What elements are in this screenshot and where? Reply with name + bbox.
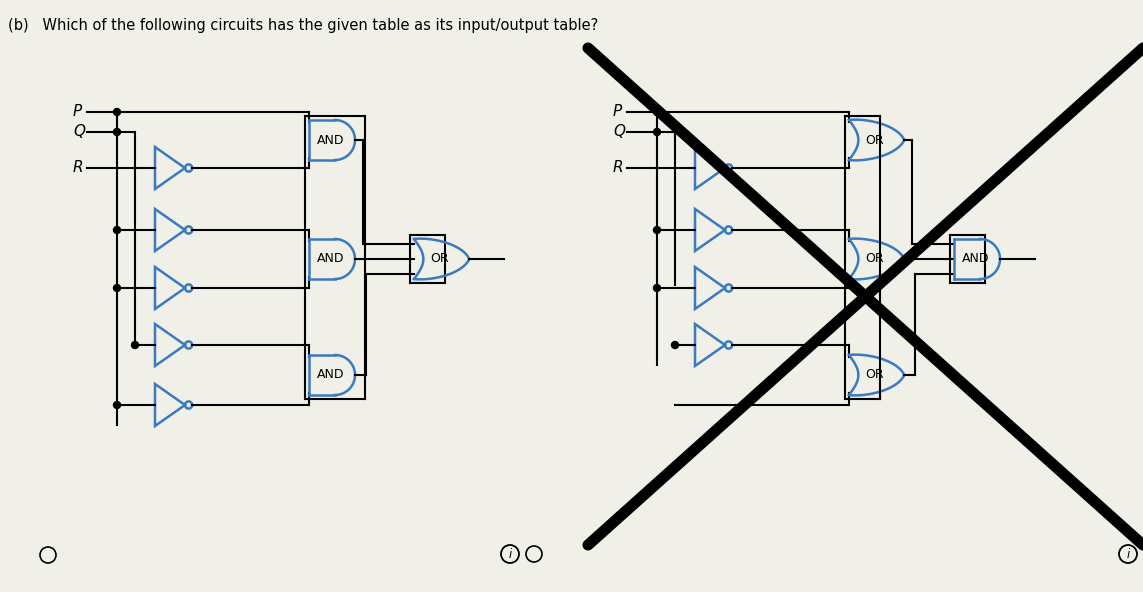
Text: R: R [73,160,83,175]
Circle shape [671,342,679,349]
Text: AND: AND [318,134,345,146]
Circle shape [113,401,120,408]
Circle shape [131,342,138,349]
Text: OR: OR [865,368,885,381]
Text: P: P [73,105,82,120]
Text: R: R [613,160,624,175]
Circle shape [654,128,661,136]
Circle shape [654,285,661,291]
Circle shape [113,128,120,136]
Circle shape [654,227,661,233]
Text: AND: AND [962,253,990,265]
Text: i: i [1126,548,1129,561]
Circle shape [113,227,120,233]
Text: P: P [613,105,622,120]
Text: OR: OR [865,253,885,265]
Text: OR: OR [865,134,885,146]
Text: Q: Q [613,124,625,140]
Circle shape [654,108,661,115]
Text: Q: Q [73,124,85,140]
Circle shape [113,285,120,291]
Text: i: i [509,548,512,561]
Circle shape [113,108,120,115]
Text: OR: OR [431,253,449,265]
Text: AND: AND [318,253,345,265]
Text: AND: AND [318,368,345,381]
Text: (b)   Which of the following circuits has the given table as its input/output ta: (b) Which of the following circuits has … [8,18,598,33]
